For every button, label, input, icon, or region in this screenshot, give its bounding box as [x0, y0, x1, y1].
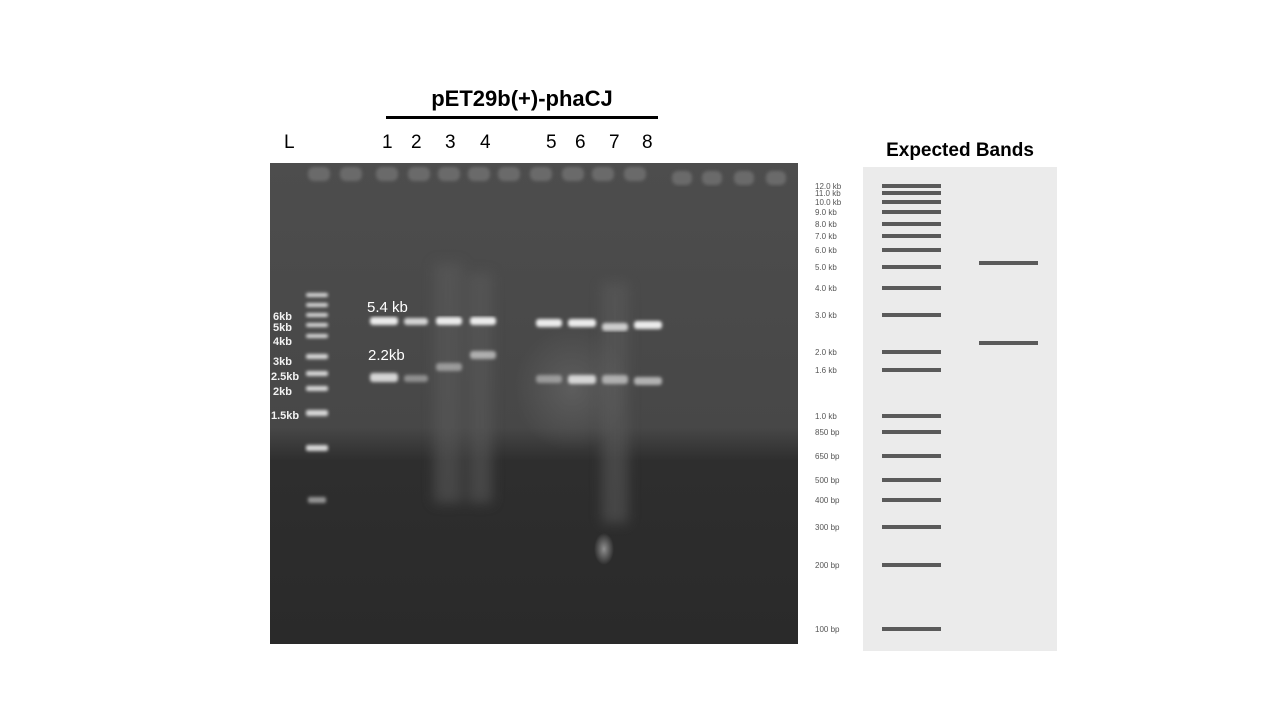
- lane-label-5: 5: [546, 132, 557, 153]
- ladder-size-label: 7.0 kb: [815, 232, 837, 241]
- ladder-size-label: 300 bp: [815, 523, 840, 532]
- gel-wells: [308, 167, 786, 185]
- ladder-band: [882, 200, 941, 204]
- band-annotation-2-2kb: 2.2kb: [368, 347, 405, 364]
- band-annotation-5-4kb: 5.4 kb: [367, 299, 408, 316]
- ladder-size-label: 200 bp: [815, 561, 840, 570]
- ladder-lane-bands: [306, 293, 328, 503]
- ladder-band: [882, 286, 941, 290]
- marker-label-1-5kb: 1.5kb: [271, 410, 299, 422]
- ladder-size-label: 9.0 kb: [815, 208, 837, 217]
- marker-label-5kb: 5kb: [273, 322, 292, 334]
- ladder-band: [882, 210, 941, 214]
- ladder-size-label: 12.0 kb: [815, 182, 842, 191]
- lane-label-2: 2: [411, 132, 422, 153]
- lane-label-3: 3: [445, 132, 456, 153]
- construct-title: pET29b(+)-phaCJ: [431, 86, 613, 111]
- sample-bands-upper: [370, 317, 662, 331]
- ladder-band: [882, 563, 941, 567]
- ladder-size-label: 500 bp: [815, 476, 840, 485]
- ladder-band: [882, 368, 941, 372]
- ladder-band: [882, 430, 941, 434]
- ladder-band: [882, 478, 941, 482]
- lane-label-1: 1: [382, 132, 393, 153]
- expected-bands-panel: [863, 167, 1057, 651]
- ladder-size-label: 5.0 kb: [815, 263, 837, 272]
- gel-artifact-spot: [594, 533, 614, 565]
- ladder-size-label: 650 bp: [815, 452, 840, 461]
- lane-label-6: 6: [575, 132, 586, 153]
- lane-label-8: 8: [642, 132, 653, 153]
- ladder-band: [882, 265, 941, 269]
- lane-label-ladder: L: [284, 132, 295, 153]
- lane-label-4: 4: [480, 132, 491, 153]
- ladder-band: [882, 627, 941, 631]
- marker-label-3kb: 3kb: [273, 356, 292, 368]
- ladder-size-label: 1.0 kb: [815, 412, 837, 421]
- ladder-size-label: 100 bp: [815, 625, 840, 634]
- gel-image: 6kb 5kb 4kb 3kb 2.5kb 2kb 1.5kb 5.4 kb 2…: [270, 163, 798, 644]
- marker-label-2-5kb: 2.5kb: [271, 371, 299, 383]
- gel-artifact-blob: [514, 327, 630, 451]
- marker-label-4kb: 4kb: [273, 336, 292, 348]
- construct-underline: [386, 116, 658, 119]
- ladder-size-label: 8.0 kb: [815, 220, 837, 229]
- ladder-band: [882, 191, 941, 195]
- marker-label-2kb: 2kb: [273, 386, 292, 398]
- expected-band-lower: [979, 341, 1038, 345]
- expected-bands-title: Expected Bands: [886, 140, 1034, 161]
- ladder-size-label: 10.0 kb: [815, 198, 842, 207]
- ladder-band: [882, 414, 941, 418]
- ladder-size-label: 6.0 kb: [815, 246, 837, 255]
- ladder-band: [882, 222, 941, 226]
- ladder-size-label: 3.0 kb: [815, 311, 837, 320]
- ladder-band: [882, 234, 941, 238]
- ladder-band: [882, 184, 941, 188]
- ladder-size-label: 400 bp: [815, 496, 840, 505]
- sample-bands-lower: [370, 351, 662, 385]
- ladder-size-label: 2.0 kb: [815, 348, 837, 357]
- ladder-band: [882, 454, 941, 458]
- ladder-band: [882, 248, 941, 252]
- marker-label-6kb: 6kb: [273, 311, 292, 323]
- ladder-size-label: 11.0 kb: [815, 189, 841, 198]
- expected-band-upper: [979, 261, 1038, 265]
- ladder-band: [882, 350, 941, 354]
- ladder-band: [882, 498, 941, 502]
- ladder-size-label: 850 bp: [815, 428, 840, 437]
- ladder-band: [882, 313, 941, 317]
- lane-label-7: 7: [609, 132, 620, 153]
- ladder-size-label: 4.0 kb: [815, 284, 837, 293]
- ladder-size-label: 1.6 kb: [815, 366, 837, 375]
- ladder-band: [882, 525, 941, 529]
